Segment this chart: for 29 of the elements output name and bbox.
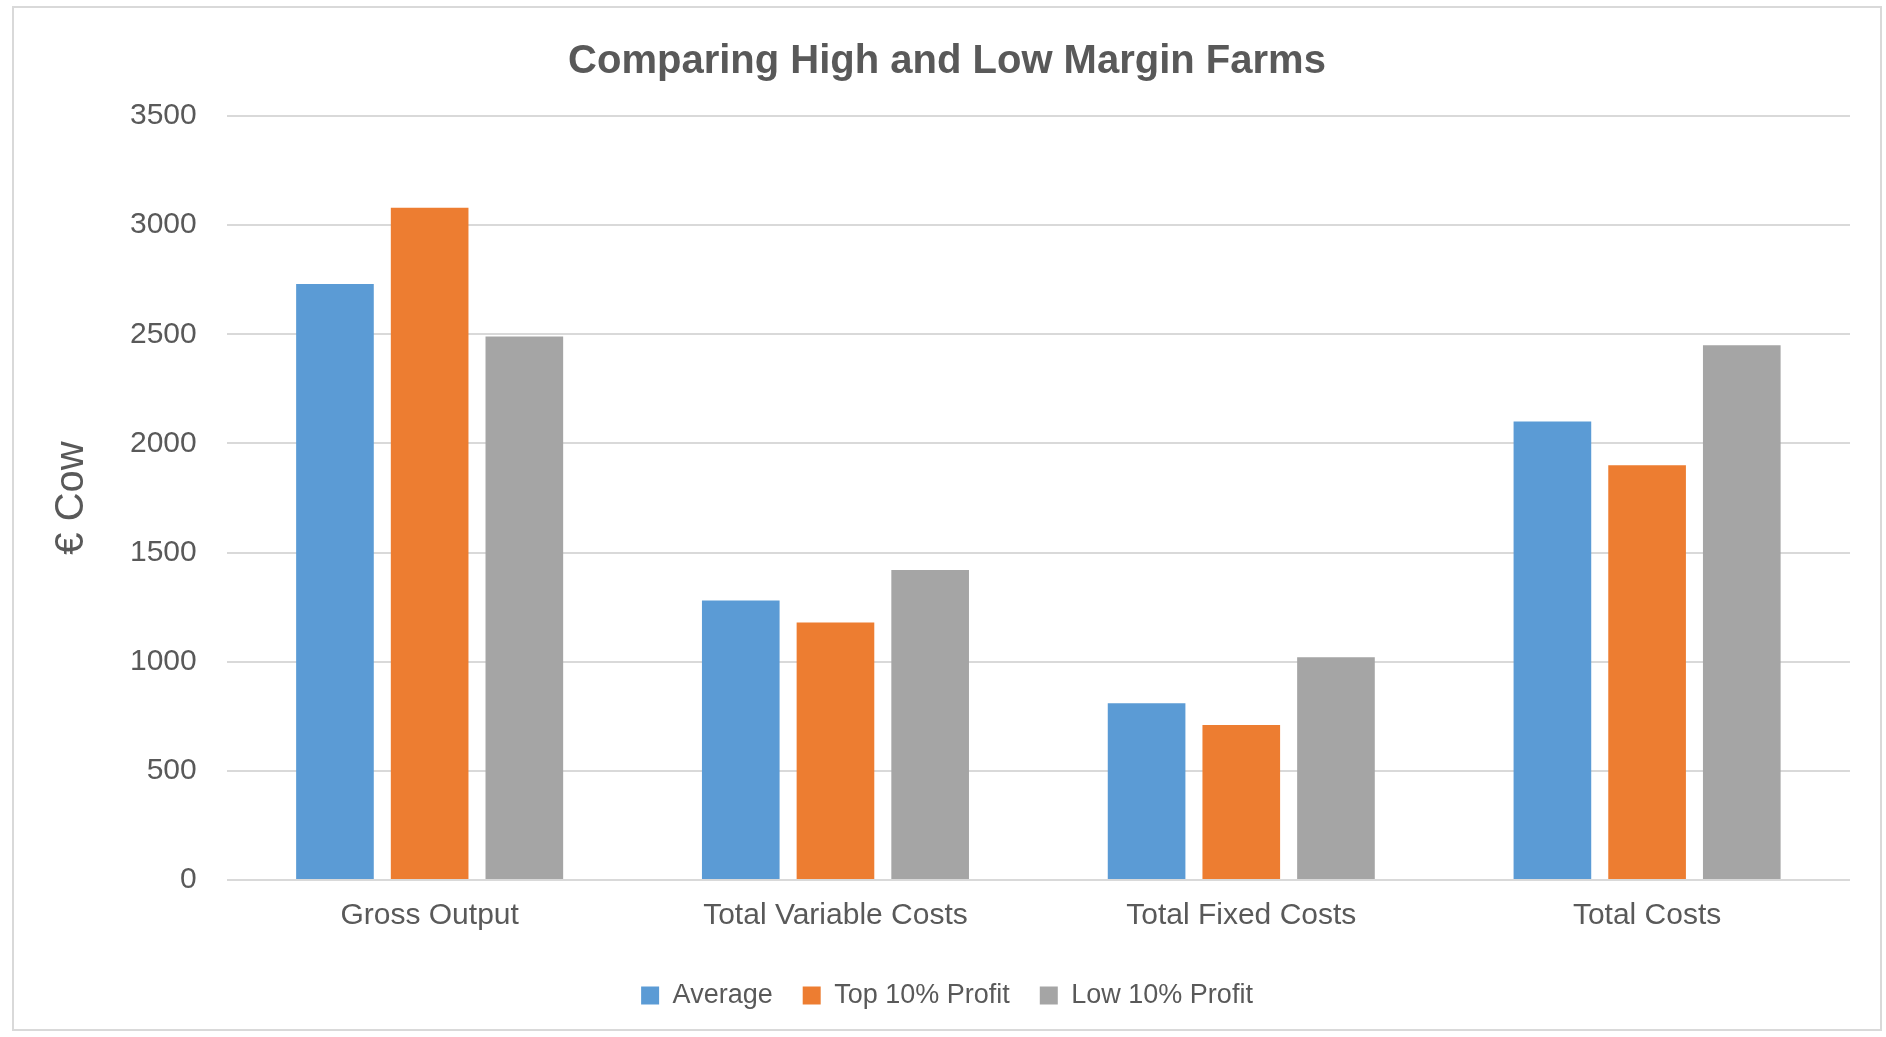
legend-label: Low 10% Profit [1071, 978, 1254, 1009]
y-axis-title: € Cow [47, 441, 92, 555]
y-tick-label: 2000 [129, 424, 197, 458]
bar [390, 207, 469, 879]
bar [1702, 345, 1781, 879]
y-tick-label: 1000 [129, 642, 197, 676]
legend-label: Average [672, 978, 773, 1009]
y-tick-label: 3500 [129, 97, 197, 131]
x-tick-label: Total Variable Costs [703, 897, 968, 931]
y-tick-label: 3000 [129, 206, 197, 240]
legend-label: Top 10% Profit [834, 978, 1011, 1009]
x-tick-label: Gross Output [340, 897, 520, 931]
x-tick-label: Total Costs [1572, 897, 1722, 931]
y-tick-label: 0 [180, 861, 197, 895]
bar [891, 570, 969, 879]
y-tick-label: 1500 [129, 533, 197, 567]
bar [1513, 421, 1592, 879]
bar [701, 600, 780, 879]
y-tick-label: 2500 [129, 315, 197, 349]
bar [1202, 725, 1281, 879]
x-tick-label: Total Fixed Costs [1126, 897, 1357, 931]
bar [1608, 465, 1686, 879]
bar [1107, 703, 1186, 879]
bar [296, 284, 374, 879]
bar [796, 622, 875, 879]
y-tick-label: 500 [146, 752, 197, 786]
bar [1297, 657, 1375, 879]
bar [485, 336, 564, 879]
chart-title: Comparing High and Low Margin Farms [568, 37, 1326, 82]
